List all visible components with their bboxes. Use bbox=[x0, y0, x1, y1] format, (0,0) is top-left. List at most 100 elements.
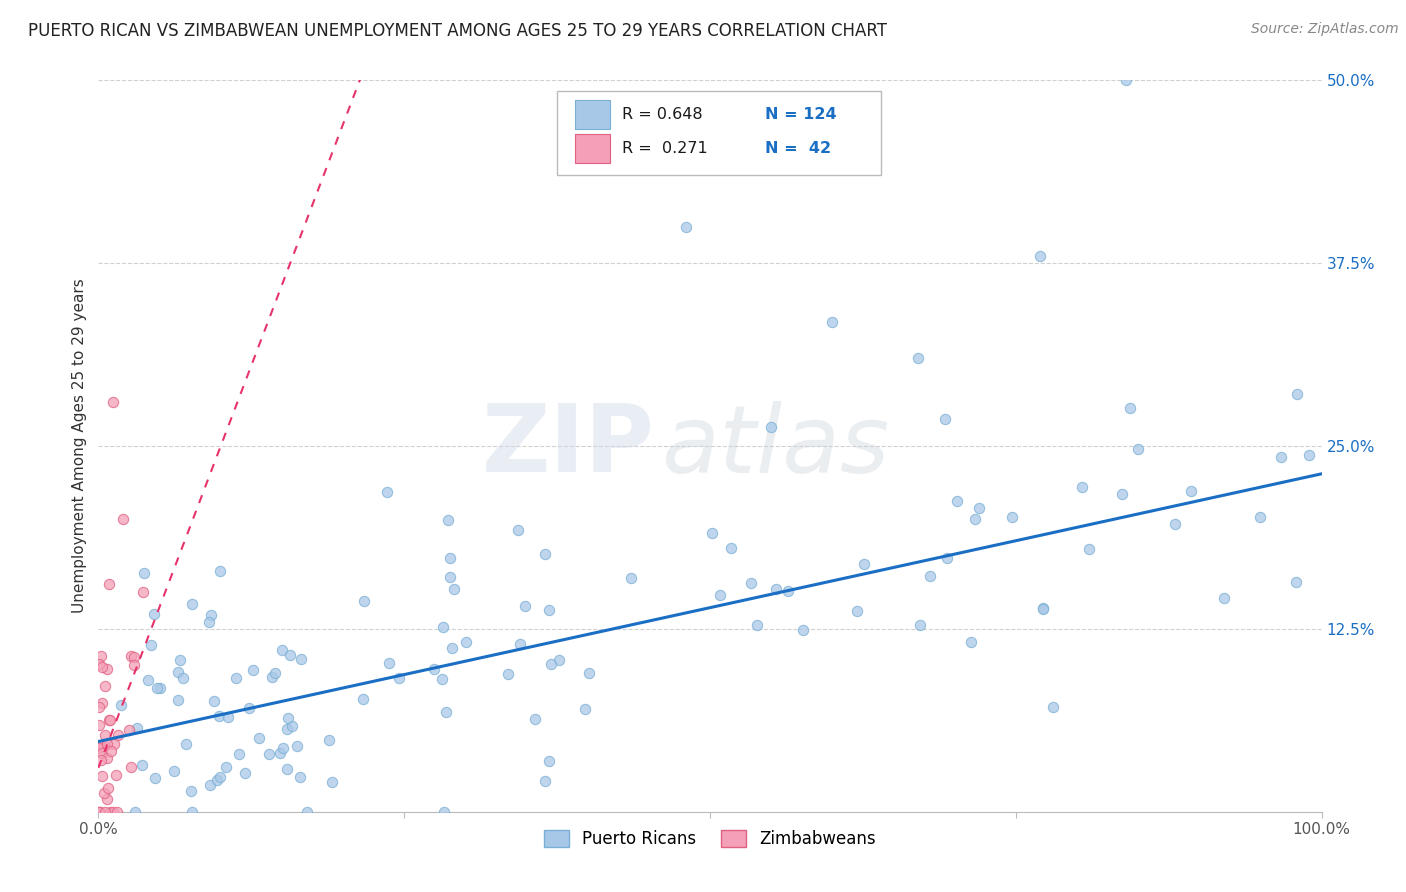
Point bbox=[290, 651, 312, 665]
Point bbox=[98, 713, 121, 727]
Text: R =  0.271: R = 0.271 bbox=[621, 141, 707, 156]
Point bbox=[87, 657, 110, 672]
Point bbox=[105, 805, 128, 819]
Point bbox=[163, 764, 186, 778]
Point bbox=[110, 698, 132, 713]
Point bbox=[98, 576, 121, 591]
Point bbox=[1249, 510, 1271, 524]
Legend: Puerto Ricans, Zimbabweans: Puerto Ricans, Zimbabweans bbox=[537, 823, 883, 855]
Point bbox=[1029, 249, 1052, 263]
Text: N =  42: N = 42 bbox=[765, 141, 831, 156]
Point bbox=[388, 671, 411, 685]
Point bbox=[765, 582, 787, 597]
Point bbox=[1077, 541, 1099, 556]
Point bbox=[443, 582, 465, 596]
Point bbox=[146, 681, 169, 695]
Point bbox=[761, 419, 783, 434]
Point bbox=[93, 739, 115, 753]
Point bbox=[1071, 480, 1094, 494]
Point bbox=[821, 315, 844, 329]
Point bbox=[845, 604, 868, 618]
Point bbox=[100, 744, 122, 758]
Point bbox=[515, 599, 537, 613]
Point bbox=[93, 679, 115, 693]
Text: N = 124: N = 124 bbox=[765, 107, 837, 122]
Point bbox=[118, 723, 141, 738]
Point bbox=[205, 772, 228, 787]
Point bbox=[198, 778, 221, 792]
Point bbox=[127, 721, 149, 735]
Point bbox=[1111, 487, 1133, 501]
Point bbox=[167, 693, 190, 707]
Point bbox=[90, 753, 112, 767]
Point bbox=[200, 607, 222, 622]
Point bbox=[1042, 700, 1064, 714]
Point bbox=[238, 701, 260, 715]
Point bbox=[1270, 450, 1292, 464]
Point bbox=[434, 705, 457, 719]
Point bbox=[1000, 509, 1022, 524]
Point bbox=[352, 692, 374, 706]
Point bbox=[1119, 401, 1142, 415]
Point bbox=[257, 747, 280, 761]
Point bbox=[132, 585, 155, 599]
Point bbox=[1128, 442, 1150, 456]
Point bbox=[1115, 73, 1137, 87]
Point bbox=[277, 711, 299, 725]
Point bbox=[167, 665, 190, 679]
FancyBboxPatch shape bbox=[557, 91, 882, 176]
Point bbox=[233, 766, 256, 780]
Point bbox=[538, 754, 561, 768]
Point bbox=[321, 774, 343, 789]
Point bbox=[90, 696, 112, 710]
Point bbox=[440, 640, 463, 655]
Point bbox=[111, 512, 134, 526]
Point bbox=[139, 638, 162, 652]
Point bbox=[959, 635, 981, 649]
Point bbox=[198, 615, 221, 630]
Point bbox=[149, 681, 172, 695]
Point bbox=[172, 671, 194, 685]
Point bbox=[97, 713, 120, 727]
Point bbox=[709, 588, 731, 602]
Point bbox=[508, 524, 530, 538]
Point bbox=[107, 728, 129, 742]
Point bbox=[936, 550, 959, 565]
Point bbox=[276, 722, 298, 736]
Point bbox=[120, 760, 142, 774]
Point bbox=[281, 718, 304, 732]
Point bbox=[242, 663, 264, 677]
Point bbox=[202, 693, 225, 707]
Point bbox=[96, 751, 118, 765]
Point bbox=[93, 729, 115, 743]
Point bbox=[285, 739, 308, 753]
Point bbox=[207, 708, 229, 723]
Point bbox=[98, 805, 121, 819]
Point bbox=[1164, 517, 1187, 532]
Point bbox=[91, 660, 114, 674]
Point bbox=[533, 774, 555, 789]
FancyBboxPatch shape bbox=[575, 100, 610, 129]
Point bbox=[122, 658, 145, 673]
Point bbox=[217, 710, 239, 724]
Point bbox=[87, 741, 110, 756]
Point bbox=[215, 760, 238, 774]
Point bbox=[456, 635, 478, 649]
Point bbox=[318, 733, 340, 747]
Text: ZIP: ZIP bbox=[482, 400, 655, 492]
Point bbox=[169, 653, 191, 667]
Point bbox=[439, 551, 461, 566]
Point bbox=[934, 411, 956, 425]
Point bbox=[1286, 386, 1309, 401]
Point bbox=[97, 780, 120, 795]
Point bbox=[228, 747, 250, 761]
Point bbox=[90, 746, 112, 760]
Point bbox=[745, 618, 768, 632]
Point bbox=[104, 768, 127, 782]
Point bbox=[920, 569, 942, 583]
Point bbox=[101, 805, 124, 819]
Point bbox=[675, 219, 697, 234]
Point bbox=[90, 648, 112, 663]
Point bbox=[180, 805, 202, 819]
Point bbox=[180, 784, 202, 798]
